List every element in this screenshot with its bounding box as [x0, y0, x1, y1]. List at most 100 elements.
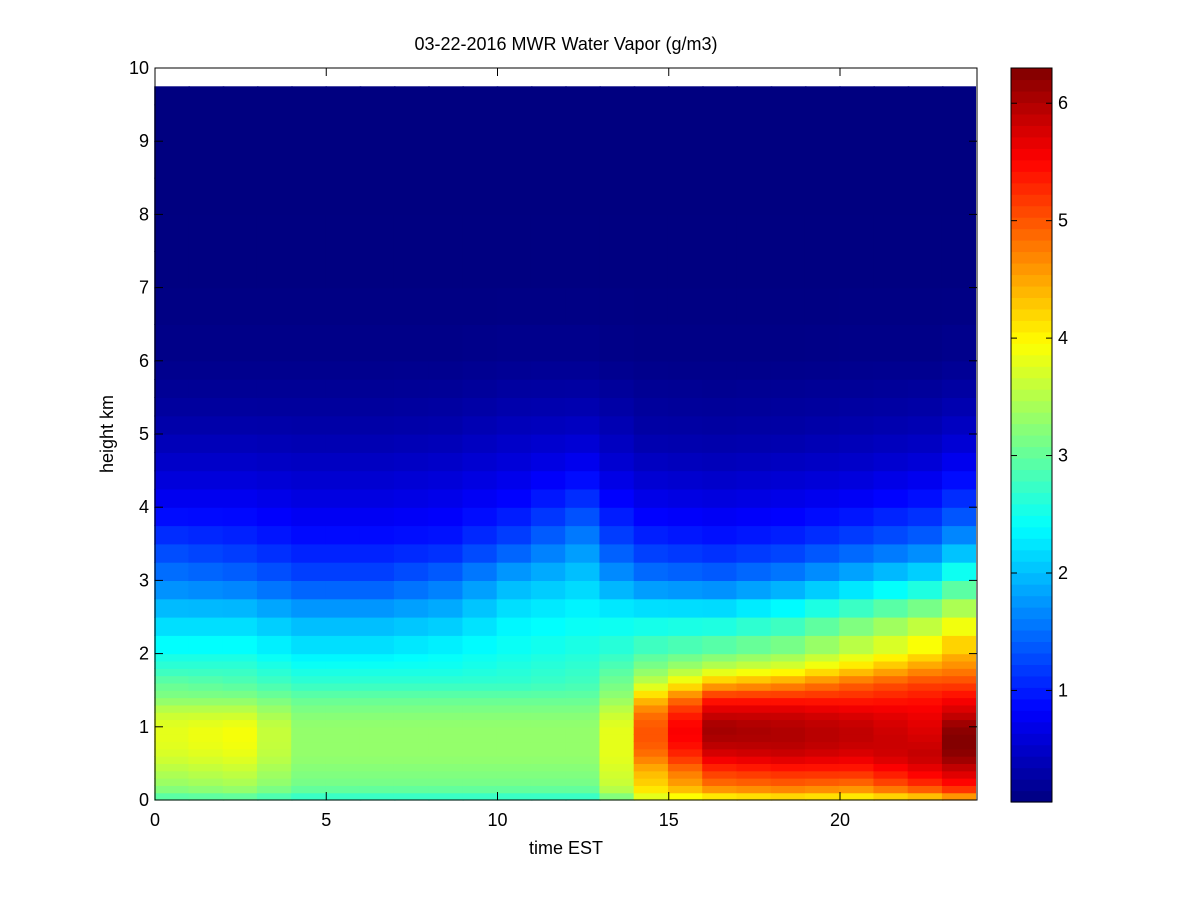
colorbar-swatch [1011, 492, 1052, 505]
heatmap-cell [804, 617, 841, 636]
heatmap-cell [599, 726, 636, 735]
heatmap-cell [565, 397, 602, 417]
heatmap-cell [154, 525, 191, 545]
heatmap-cell [154, 675, 191, 684]
heatmap-cell [256, 379, 293, 398]
heatmap-cell [667, 719, 704, 728]
heatmap-cell [530, 719, 567, 728]
heatmap-cell [530, 543, 567, 563]
heatmap-cell [804, 562, 841, 581]
heatmap-cell [256, 434, 293, 453]
heatmap-cell [325, 682, 362, 691]
heatmap-cell [941, 141, 976, 179]
heatmap-cell [873, 617, 910, 636]
heatmap-cell [736, 214, 773, 252]
heatmap-cell [154, 763, 191, 772]
heatmap-cell [256, 86, 293, 106]
heatmap-cell [462, 778, 499, 786]
heatmap-cell [530, 653, 567, 662]
heatmap-cell [256, 287, 293, 325]
heatmap-cell [154, 617, 191, 636]
heatmap-cell [804, 86, 841, 106]
heatmap-cell [667, 712, 704, 721]
heatmap-cell [393, 507, 430, 527]
heatmap-cell [599, 741, 636, 750]
heatmap-cell [941, 756, 976, 764]
heatmap-cell [359, 712, 396, 721]
colorbar-swatch [1011, 274, 1052, 287]
heatmap-cell [154, 543, 191, 563]
heatmap-cell [291, 86, 328, 106]
y-tick-label: 7 [139, 278, 149, 298]
heatmap-cell [462, 770, 499, 779]
heatmap-cell [256, 104, 293, 142]
heatmap-cell [667, 704, 704, 713]
heatmap-cell [907, 734, 944, 743]
heatmap-cell [154, 507, 191, 527]
heatmap-cell [359, 617, 396, 636]
heatmap-cell [291, 214, 328, 252]
heatmap-cell [291, 653, 328, 662]
heatmap-cell [804, 360, 841, 380]
heatmap-cell [393, 525, 430, 545]
heatmap-cell [496, 690, 533, 699]
heatmap-cell [325, 251, 362, 289]
heatmap-cell [667, 617, 704, 636]
heatmap-cell [359, 434, 396, 453]
heatmap-cell [325, 770, 362, 779]
heatmap-cell [188, 452, 225, 472]
colorbar-swatch [1011, 641, 1052, 654]
heatmap-cell [770, 562, 807, 581]
heatmap-cell [325, 141, 362, 179]
heatmap-cell [633, 580, 670, 600]
heatmap-cell [804, 452, 841, 472]
heatmap-cell [565, 719, 602, 728]
heatmap-cell [907, 379, 944, 398]
heatmap-cell [359, 177, 396, 215]
heatmap-cell [291, 397, 328, 417]
heatmap-cell [325, 470, 362, 490]
heatmap-cell [496, 763, 533, 772]
heatmap-cell [770, 668, 807, 677]
heatmap-cell [804, 507, 841, 527]
colorbar-swatch [1011, 435, 1052, 448]
heatmap-cell [736, 770, 773, 779]
heatmap-cell [291, 104, 328, 142]
colorbar-swatch [1011, 756, 1052, 769]
heatmap-cell [565, 141, 602, 179]
heatmap-cell [907, 778, 944, 786]
colorbar-swatch [1011, 113, 1052, 126]
heatmap-cell [462, 675, 499, 684]
heatmap-cell [804, 675, 841, 684]
heatmap-cell [907, 488, 944, 508]
heatmap-cell [702, 756, 739, 764]
heatmap-cell [428, 86, 465, 106]
heatmap-cell [222, 617, 259, 636]
heatmap-cell [359, 525, 396, 545]
heatmap-cell [839, 177, 876, 215]
heatmap-cell [599, 756, 636, 764]
heatmap-cell [736, 525, 773, 545]
heatmap-cell [873, 434, 910, 453]
heatmap-cell [804, 287, 841, 325]
heatmap-cell [770, 785, 807, 794]
heatmap-cell [770, 660, 807, 669]
heatmap-cell [941, 324, 976, 362]
heatmap-cell [599, 177, 636, 215]
heatmap-cell [496, 741, 533, 750]
heatmap-cell [222, 697, 259, 706]
x-axis-label: time EST [529, 838, 603, 858]
heatmap-cell [907, 635, 944, 655]
heatmap-cell [736, 778, 773, 786]
heatmap-cell [291, 741, 328, 750]
heatmap-cell [222, 434, 259, 453]
heatmap-cell [530, 770, 567, 779]
colorbar-swatch [1011, 79, 1052, 92]
heatmap-cell [565, 617, 602, 636]
heatmap-cell [667, 470, 704, 490]
heatmap-cell [770, 543, 807, 563]
heatmap-cell [839, 741, 876, 750]
heatmap-cell [839, 488, 876, 508]
heatmap-cell [530, 690, 567, 699]
